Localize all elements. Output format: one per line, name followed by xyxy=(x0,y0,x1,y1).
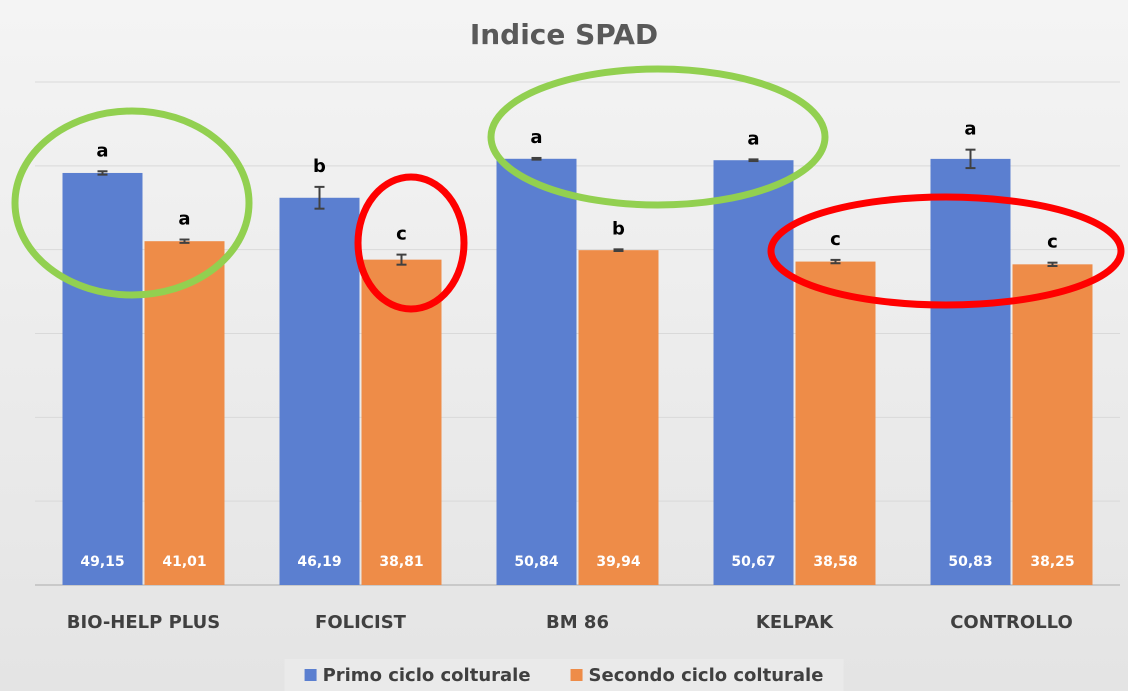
x-tick-label: FOLICIST xyxy=(315,612,407,633)
x-tick-label: KELPAK xyxy=(756,612,834,633)
bar xyxy=(1012,264,1093,585)
bar xyxy=(496,158,577,586)
legend-swatch xyxy=(570,669,583,681)
bar xyxy=(578,250,659,585)
data-label: 38,25 xyxy=(1030,554,1074,570)
significance-letter: a xyxy=(747,128,759,149)
error-bar xyxy=(97,170,108,176)
error-bar xyxy=(1047,261,1058,268)
bar xyxy=(713,160,794,586)
legend-box xyxy=(284,659,844,691)
significance-letter: a xyxy=(530,127,542,148)
red-circle xyxy=(354,173,468,313)
bar xyxy=(144,241,225,585)
error-bar xyxy=(314,185,325,210)
error-bar xyxy=(396,253,407,266)
data-label: 38,81 xyxy=(379,554,423,570)
data-label: 49,15 xyxy=(80,554,124,570)
bar xyxy=(361,259,442,585)
significance-letter: c xyxy=(1047,232,1058,253)
x-tick-label: BM 86 xyxy=(546,612,609,633)
legend-swatch xyxy=(304,669,317,681)
highlights xyxy=(11,65,1125,313)
bar xyxy=(62,172,143,585)
legend: Primo ciclo colturale Secondo ciclo coltu… xyxy=(284,659,844,691)
error-bar xyxy=(179,238,190,244)
plot: BIO-HELP PLUS a 49,15 a 41,01 FOLICIST b 46,19 c… xyxy=(35,81,1120,633)
significance-letter: a xyxy=(964,119,976,140)
error-bar xyxy=(965,148,976,170)
data-label: 39,94 xyxy=(596,554,641,570)
legend-label: Primo ciclo colturale xyxy=(323,665,531,686)
error-bar xyxy=(748,158,759,163)
legend-label: Secondo ciclo colturale xyxy=(589,665,824,686)
bar xyxy=(795,261,876,585)
data-label: 38,58 xyxy=(813,554,857,570)
data-label: 50,67 xyxy=(731,554,775,570)
significance-letter: c xyxy=(396,224,407,245)
data-label: 41,01 xyxy=(162,554,206,570)
red-circle xyxy=(767,193,1125,309)
x-tick-label: CONTROLLO xyxy=(950,612,1073,633)
error-bar xyxy=(830,258,841,265)
significance-letter: b xyxy=(313,156,326,177)
data-label: 50,83 xyxy=(948,554,992,570)
green-circle xyxy=(11,107,253,299)
error-bar xyxy=(613,248,624,253)
significance-letter: a xyxy=(178,209,190,230)
data-label: 46,19 xyxy=(297,554,341,570)
x-tick-label: BIO-HELP PLUS xyxy=(67,612,220,633)
chart-title: Indice SPAD xyxy=(470,18,658,51)
significance-letter: a xyxy=(96,140,108,161)
significance-letter: c xyxy=(830,229,841,250)
green-circle xyxy=(487,65,829,209)
bar xyxy=(279,197,360,585)
bar xyxy=(930,158,1011,585)
data-label: 50,84 xyxy=(514,554,559,570)
significance-letter: b xyxy=(612,218,625,239)
error-bar xyxy=(531,156,542,161)
